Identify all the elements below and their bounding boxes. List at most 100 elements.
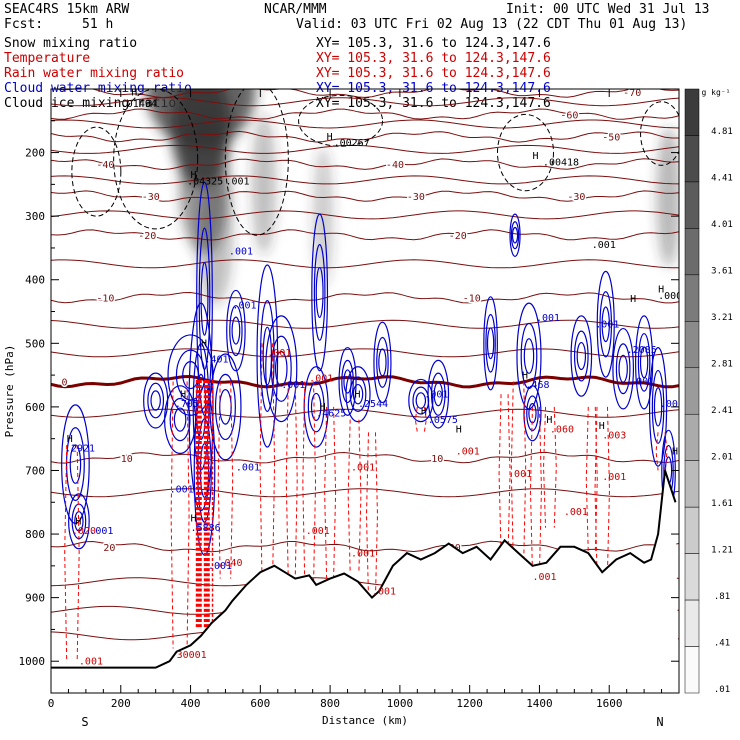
cloud-water-contour [415,392,427,409]
snow-shade-blob [196,165,233,306]
cloud-water-contour [147,382,165,419]
colorbar-label: .01 [714,685,730,695]
isotherm-line [51,291,679,304]
rain-contour [523,381,527,560]
cloud-water-contour [376,336,389,388]
maximum-marker: H [67,434,73,445]
cloud-water-contour [510,221,520,250]
contour-value-label: .5886 [191,523,221,534]
field-name: Snow mixing ratio [4,36,138,51]
colorbar: 4.81 4.41 4.01 3.61 3.21 2.81 2.41 2.01 1.61 1.21… [684,88,733,695]
rain-contour [64,445,68,662]
colorbar-label: 4.01 [711,220,733,230]
isotherm-line [51,130,679,143]
cloud-water-contour [196,181,213,416]
colorbar-label: 2.41 [711,406,733,416]
contour-value-label: .2544 [358,399,388,410]
maximum-marker: H [630,294,636,305]
isotherm-label: -30 [142,192,160,203]
contour-value-label: .4625 [316,408,346,419]
rain-contour [186,381,190,649]
cloud-water-contour [259,300,275,413]
y-axis-label: Pressure (hPa) [3,345,16,438]
contour-value-label: .001 [592,240,616,251]
x-tick-label: 200 [111,697,131,710]
contour-value-label: .00418 [543,157,579,168]
x-tick-label: 1200 [456,697,483,710]
isotherm-line [51,108,679,120]
y-tick-label: 1000 [19,655,46,668]
cloud-water-contour [599,291,613,358]
isotherm-line [51,190,679,202]
cloud-water-contour [615,343,631,395]
contour-value-label: .001 [532,572,556,583]
maximum-marker: H [131,87,137,98]
forecast-label: Fcst: [4,17,44,32]
rain-contours [64,343,668,662]
contour-value-label: .020 [72,526,96,537]
isotherm-label: -40 [386,160,404,171]
cloud-water-contour [352,383,364,405]
maximum-marker: H [599,421,605,432]
maximum-marker: H [672,447,678,458]
rain-contour [217,381,221,579]
colorbar-swatch [684,506,700,554]
snow-contour [224,89,289,236]
colorbar-label: 3.61 [711,267,733,277]
cloud-water-contour [576,341,587,371]
isotherm-line [51,488,679,498]
contour-value-label: .2921 [65,443,95,454]
colorbar-label: 1.61 [711,499,733,509]
maximum-marker: H [191,513,197,524]
isotherm-label: -30 [407,192,425,203]
contour-value-label: .001 [170,485,194,496]
cloud-water-contour [226,289,246,372]
colorbar-swatch [684,599,700,647]
cloud-water-contour [175,349,206,401]
isotherm-line [51,175,679,185]
rain-contour [259,343,263,585]
snow-contours [71,89,679,236]
cloud-water-contour [573,330,589,382]
contour-value-label: .001 [424,389,448,400]
colorbar-label: 4.41 [711,174,733,184]
cloud-water-contour [430,372,446,416]
x-tick-label: 600 [250,697,270,710]
cloud-water-contour [509,213,521,257]
contour-value-label: .001 [267,348,291,359]
cloud-water-contour [182,361,199,390]
rain-contour [664,432,668,471]
contour-value-label: .001 [456,447,480,458]
contour-value-label: .001 [229,246,253,257]
rain-contour [507,394,511,554]
cloud-water-contour [483,296,498,391]
isotherm-label: -20 [138,231,156,242]
cloud-water-contour [596,270,615,378]
cloud-water-contour [338,347,357,416]
colorbar-swatch [684,135,700,183]
colorbar-label: 4.81 [711,127,733,137]
cloud-water-contour [653,387,663,427]
contour-value-label: .001 [508,469,532,480]
contour-value-label: .468 [525,380,549,391]
plot-layer: -70 -60 -50 -40 -40 -30 -30 -30 -20 -20 -10 -10 0 10 1… [51,87,679,693]
rain-contour [538,406,542,573]
cloud-water-contour [69,444,82,484]
field-xy-range: XY= 105.3, 31.6 to 124.3,147.6 [316,51,551,66]
model-title: SEAC4RS 15km ARW [4,2,130,17]
maximum-marker: H [355,389,361,400]
cloud-water-contour [274,350,288,387]
isotherm-line [51,97,679,107]
colorbar-label: 1.21 [711,545,733,555]
y-tick-label: 200 [25,147,45,160]
maximum-marker: H [421,407,427,418]
cloud-water-contour [345,366,371,423]
contour-value-label: .705 [175,399,199,410]
colorbar-swatch [684,413,700,461]
field-xy-range: XY= 105.3, 31.6 to 124.3,147.6 [316,36,551,51]
rain-contour [585,406,589,554]
valid-time: Valid: 03 UTC Fri 02 Aug 13 (22 CDT Thu … [296,17,688,32]
colorbar-swatch [684,367,700,415]
